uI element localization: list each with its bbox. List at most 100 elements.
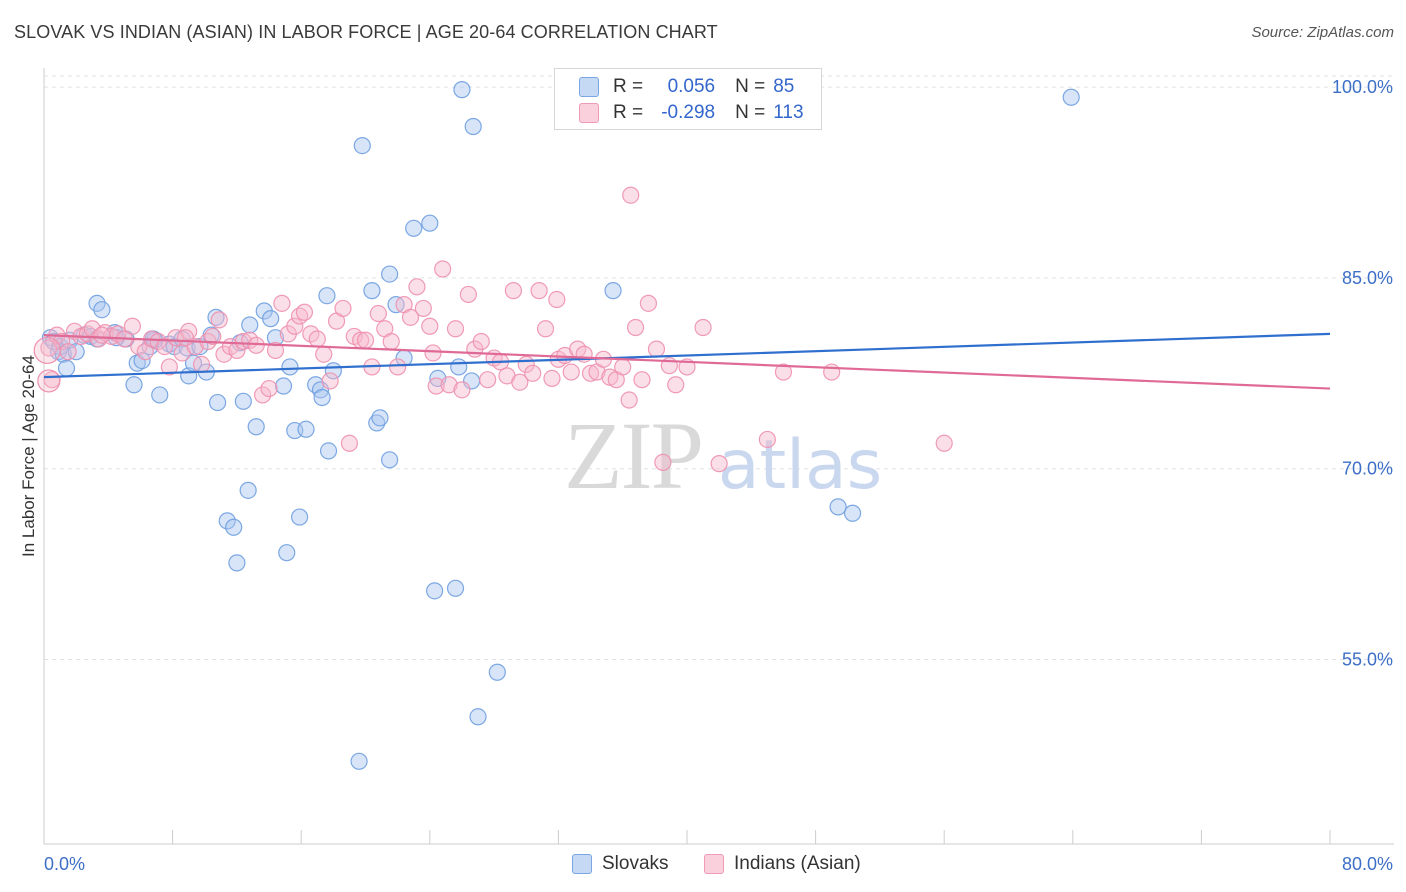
legend-n-value-slovaks: 85	[773, 76, 795, 97]
slovak-point	[225, 518, 243, 536]
x-tick-label: 0.0%	[44, 854, 85, 874]
indian-point	[823, 363, 841, 381]
slovak-point	[209, 393, 227, 412]
slovak-point	[274, 377, 293, 395]
y-tick-label: 70.0%	[1342, 459, 1393, 479]
legend-swatch-slovaks	[579, 77, 599, 97]
y-tick-label: 100.0%	[1332, 77, 1393, 97]
indian-point	[434, 260, 452, 278]
bottom-legend-slovaks: Slovaks	[572, 852, 669, 876]
indian-point	[424, 344, 442, 362]
slovak-point	[297, 420, 315, 438]
indian-point	[176, 329, 195, 347]
series-indians-points	[33, 186, 953, 473]
indian-point	[710, 455, 728, 473]
source-note: Source: ZipAtlas.com	[1251, 24, 1394, 41]
indian-point	[260, 379, 278, 398]
y-axis-title: In Labor Force | Age 20-64	[19, 355, 38, 557]
slovak-point	[371, 409, 389, 427]
grid-layer	[44, 75, 1394, 661]
slovak-point	[207, 308, 225, 326]
slovak-point	[368, 414, 386, 432]
slovak-point	[239, 481, 257, 499]
slovak-point	[604, 282, 622, 300]
indian-point-cluster	[37, 369, 61, 393]
indian-point	[315, 345, 333, 363]
indian-point-cluster	[33, 336, 61, 365]
indian-point	[389, 358, 407, 376]
legend-n-label: N =	[735, 102, 766, 123]
indians-trend-line	[43, 334, 1331, 390]
slovak-point	[381, 451, 399, 469]
indian-point	[654, 453, 672, 471]
slovak-point	[278, 544, 296, 562]
slovak-point	[363, 282, 381, 300]
indian-point	[254, 386, 272, 404]
indian-point	[334, 299, 352, 318]
indian-point	[504, 282, 522, 300]
slovak-point	[421, 214, 439, 232]
legend-n-label: N =	[735, 76, 766, 97]
slovak-point	[829, 498, 847, 516]
slovak-point	[353, 137, 371, 155]
indian-point	[459, 285, 477, 304]
indian-point	[53, 332, 71, 351]
indian-point	[536, 320, 555, 338]
bottom-legend-swatch-slovaks	[572, 854, 592, 874]
indian-point	[543, 369, 561, 387]
slovak-point	[234, 392, 252, 410]
indian-point	[273, 294, 291, 312]
indian-point	[295, 303, 314, 321]
indian-point	[382, 332, 400, 351]
indian-point	[453, 381, 471, 399]
indian-point	[530, 282, 548, 300]
indian-point	[321, 372, 339, 390]
indian-point	[160, 358, 178, 376]
indian-point	[369, 304, 387, 323]
slovak-point	[381, 265, 399, 283]
indian-point	[511, 373, 529, 391]
slovak-point	[228, 554, 246, 572]
indian-point	[562, 363, 580, 381]
indian-point	[935, 434, 953, 452]
axis-layer	[43, 68, 1394, 845]
slovak-point	[1062, 88, 1080, 106]
slovak-point	[281, 358, 299, 376]
slovak-point	[151, 386, 169, 404]
trend-lines	[43, 332, 1331, 390]
indian-point	[633, 371, 651, 389]
legend-swatch-indians	[579, 103, 599, 123]
watermark-atlas: atlas	[718, 426, 882, 505]
legend-r-value-slovaks: 0.056	[667, 76, 716, 97]
slovak-point	[426, 582, 444, 600]
legend-r-label: R =	[613, 76, 644, 97]
slovak-point	[319, 442, 338, 460]
slovak-point	[290, 508, 309, 526]
indian-point	[548, 290, 566, 309]
indian-point	[647, 340, 666, 358]
slovak-point	[453, 81, 471, 99]
indian-point	[210, 311, 228, 329]
slovak-point	[125, 376, 143, 394]
indian-point	[192, 355, 211, 374]
indian-point	[524, 364, 542, 382]
indian-point	[639, 294, 658, 312]
indian-point	[286, 317, 304, 335]
correlation-legend: R = 0.056 N = 85 R = -0.298 N = 113	[554, 68, 822, 130]
slovak-point	[241, 316, 259, 334]
slovak-point	[469, 708, 487, 726]
indian-point	[414, 299, 432, 318]
slovak-point	[488, 663, 506, 681]
bottom-legend-swatch-indians	[704, 854, 724, 874]
y-tick-label: 55.0%	[1342, 650, 1393, 670]
slovak-point	[54, 345, 72, 363]
legend-n-value-indians: 113	[773, 102, 804, 123]
slovaks-trend-line	[43, 332, 1331, 379]
indian-point	[479, 371, 497, 389]
bottom-legend-label-slovaks: Slovaks	[602, 853, 669, 874]
indian-point	[472, 332, 490, 351]
legend-row-indians: R = -0.298 N = 113	[579, 101, 804, 125]
indian-point	[155, 337, 174, 356]
slovak-point	[405, 219, 423, 237]
indian-point	[440, 376, 458, 394]
